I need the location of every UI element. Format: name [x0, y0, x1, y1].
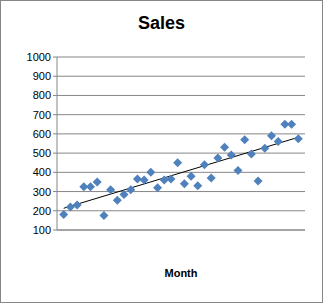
chart-svg: Sales 100 200 300 400 500 600 700 800 900 1000 Mont…	[0, 0, 323, 303]
chart-container: Sales 100 200 300 400 500 600 700 800 900 1000 Mont…	[0, 0, 323, 303]
x-axis	[57, 230, 305, 231]
point	[287, 120, 296, 129]
point	[140, 176, 149, 185]
point	[133, 175, 142, 184]
point	[233, 166, 242, 175]
y-tick-label: 800	[33, 89, 51, 101]
y-tick	[53, 153, 57, 154]
point	[267, 131, 276, 140]
point	[274, 137, 283, 146]
y-tick-label: 400	[33, 166, 51, 178]
point	[99, 211, 108, 220]
point	[126, 185, 135, 194]
point	[66, 202, 75, 211]
y-tick	[53, 230, 57, 231]
point	[120, 190, 129, 199]
point	[187, 172, 196, 181]
y-axis	[57, 57, 58, 230]
y-tick-label: 600	[33, 128, 51, 140]
grid-line	[57, 153, 305, 154]
grid-line	[57, 95, 305, 96]
point	[213, 153, 222, 162]
x-axis-label: Month	[165, 267, 198, 279]
point	[146, 168, 155, 177]
point	[254, 176, 263, 185]
point	[180, 179, 189, 188]
y-tick	[53, 114, 57, 115]
point	[294, 134, 303, 143]
point	[193, 181, 202, 190]
point	[106, 185, 115, 194]
y-tick	[53, 210, 57, 211]
point	[59, 210, 68, 219]
y-tick-label: 900	[33, 70, 51, 82]
point	[240, 135, 249, 144]
grid-line	[57, 76, 305, 77]
point	[160, 176, 169, 185]
point	[220, 143, 229, 152]
y-tick-label: 100	[33, 224, 51, 236]
y-tick-label: 200	[33, 205, 51, 217]
y-tick-label: 700	[33, 109, 51, 121]
point	[113, 196, 122, 205]
y-tick	[53, 76, 57, 77]
grid-line	[57, 210, 305, 211]
y-tick	[53, 57, 57, 58]
y-tick-label: 500	[33, 147, 51, 159]
point	[247, 150, 256, 159]
point	[260, 144, 269, 153]
grid-line	[57, 133, 305, 134]
trendline	[64, 137, 299, 208]
y-tick-label: 1000	[27, 51, 51, 63]
grid-line	[57, 57, 305, 58]
grid-line	[57, 191, 305, 192]
y-tick	[53, 95, 57, 96]
point	[73, 201, 82, 210]
y-tick	[53, 172, 57, 173]
point	[207, 174, 216, 183]
chart-border	[1, 1, 323, 303]
y-tick	[53, 191, 57, 192]
point	[166, 175, 175, 184]
point	[227, 151, 236, 160]
point	[86, 182, 95, 191]
plot-area	[59, 120, 303, 220]
y-tick	[53, 133, 57, 134]
point	[153, 183, 162, 192]
title: Sales	[138, 13, 185, 33]
grid-line	[57, 114, 305, 115]
point	[93, 177, 102, 186]
grid-line	[57, 230, 305, 231]
y-tick-label: 300	[33, 186, 51, 198]
point	[173, 158, 182, 167]
point	[200, 160, 209, 169]
